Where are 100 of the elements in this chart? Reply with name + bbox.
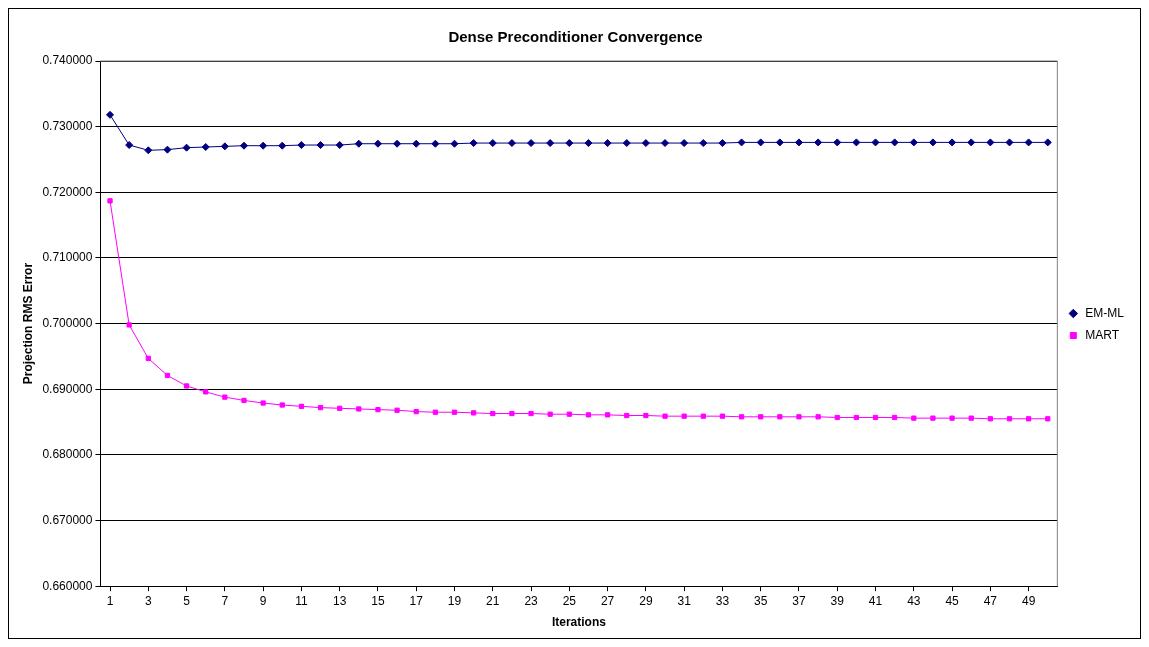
point xyxy=(892,414,898,421)
point xyxy=(547,411,553,417)
point xyxy=(450,139,459,148)
point xyxy=(949,415,955,421)
x-tick-label: 7 xyxy=(221,593,229,608)
x-tick-label: 33 xyxy=(715,593,730,608)
y-tick-label: 0.670000 xyxy=(42,512,93,527)
x-tick-label: 11 xyxy=(295,593,308,608)
point xyxy=(585,412,592,418)
x-tick-label: 17 xyxy=(409,593,424,608)
legend-label: EM-ML xyxy=(1085,305,1125,320)
point xyxy=(106,110,115,119)
point xyxy=(1045,416,1051,422)
y-tick-label: 0.690000 xyxy=(42,381,93,396)
point xyxy=(183,383,190,389)
point xyxy=(241,397,247,404)
point xyxy=(699,139,708,148)
point xyxy=(928,138,937,147)
x-tick-label: 23 xyxy=(524,593,539,608)
point xyxy=(412,139,421,148)
point xyxy=(624,412,630,419)
x-tick-label: 37 xyxy=(792,593,806,608)
point xyxy=(471,410,477,416)
point xyxy=(566,411,572,417)
point xyxy=(584,139,593,148)
point xyxy=(967,138,976,147)
point xyxy=(239,141,248,150)
point xyxy=(718,139,727,148)
point xyxy=(259,141,268,150)
y-tick-label: 0.740000 xyxy=(42,53,93,68)
point xyxy=(431,139,440,148)
point xyxy=(643,412,649,419)
x-axis-title: Iterations xyxy=(551,615,607,630)
y-tick-label: 0.710000 xyxy=(42,250,93,265)
x-tick-label: 21 xyxy=(486,593,500,608)
point xyxy=(871,138,880,147)
point xyxy=(622,139,631,148)
point xyxy=(297,141,306,150)
point xyxy=(356,406,362,412)
point xyxy=(641,139,650,148)
point xyxy=(316,141,325,150)
point xyxy=(565,139,574,148)
point xyxy=(796,414,802,420)
point xyxy=(1043,138,1052,147)
point xyxy=(737,138,746,147)
point xyxy=(182,143,191,152)
point xyxy=(375,406,381,413)
point xyxy=(279,402,285,408)
point xyxy=(603,139,612,148)
point xyxy=(145,355,151,362)
point xyxy=(775,138,784,147)
x-tick-label: 13 xyxy=(332,593,347,608)
x-tick-label: 39 xyxy=(830,593,845,608)
point xyxy=(758,414,764,420)
point xyxy=(278,141,287,150)
y-axis-title: Projection RMS Error xyxy=(20,262,35,385)
point xyxy=(853,414,860,421)
point xyxy=(604,412,611,418)
point xyxy=(1006,416,1013,422)
point xyxy=(337,405,343,411)
point xyxy=(393,139,402,148)
x-tick-label: 45 xyxy=(945,593,960,608)
point xyxy=(1005,138,1014,147)
point xyxy=(126,322,132,328)
y-tick-label: 0.660000 xyxy=(42,578,93,593)
point xyxy=(930,415,936,421)
point xyxy=(413,408,419,415)
point xyxy=(987,416,993,422)
x-tick-label: 41 xyxy=(868,593,883,608)
point xyxy=(260,400,266,406)
point xyxy=(394,407,400,413)
x-tick-label: 35 xyxy=(754,593,768,608)
point xyxy=(890,138,899,147)
point xyxy=(719,413,726,419)
point xyxy=(527,139,536,148)
point xyxy=(203,389,209,395)
point xyxy=(144,146,153,155)
point xyxy=(852,138,861,147)
point xyxy=(968,415,974,421)
point xyxy=(528,410,534,417)
point xyxy=(220,142,229,151)
x-tick-label: 9 xyxy=(259,593,267,608)
point xyxy=(222,394,228,400)
y-tick-label: 0.700000 xyxy=(42,315,93,330)
y-tick-label: 0.730000 xyxy=(42,118,93,133)
point xyxy=(986,138,995,147)
x-tick-label: 3 xyxy=(144,593,152,608)
point xyxy=(1026,416,1032,422)
legend-label: MART xyxy=(1085,327,1120,342)
point xyxy=(1024,138,1033,147)
point xyxy=(911,415,917,421)
point xyxy=(777,414,783,420)
point xyxy=(163,145,172,154)
point xyxy=(814,138,823,147)
point xyxy=(756,138,765,147)
point xyxy=(488,139,497,148)
x-tick-label: 1 xyxy=(106,593,114,608)
point xyxy=(661,139,670,148)
point xyxy=(107,198,113,204)
point xyxy=(738,414,745,420)
